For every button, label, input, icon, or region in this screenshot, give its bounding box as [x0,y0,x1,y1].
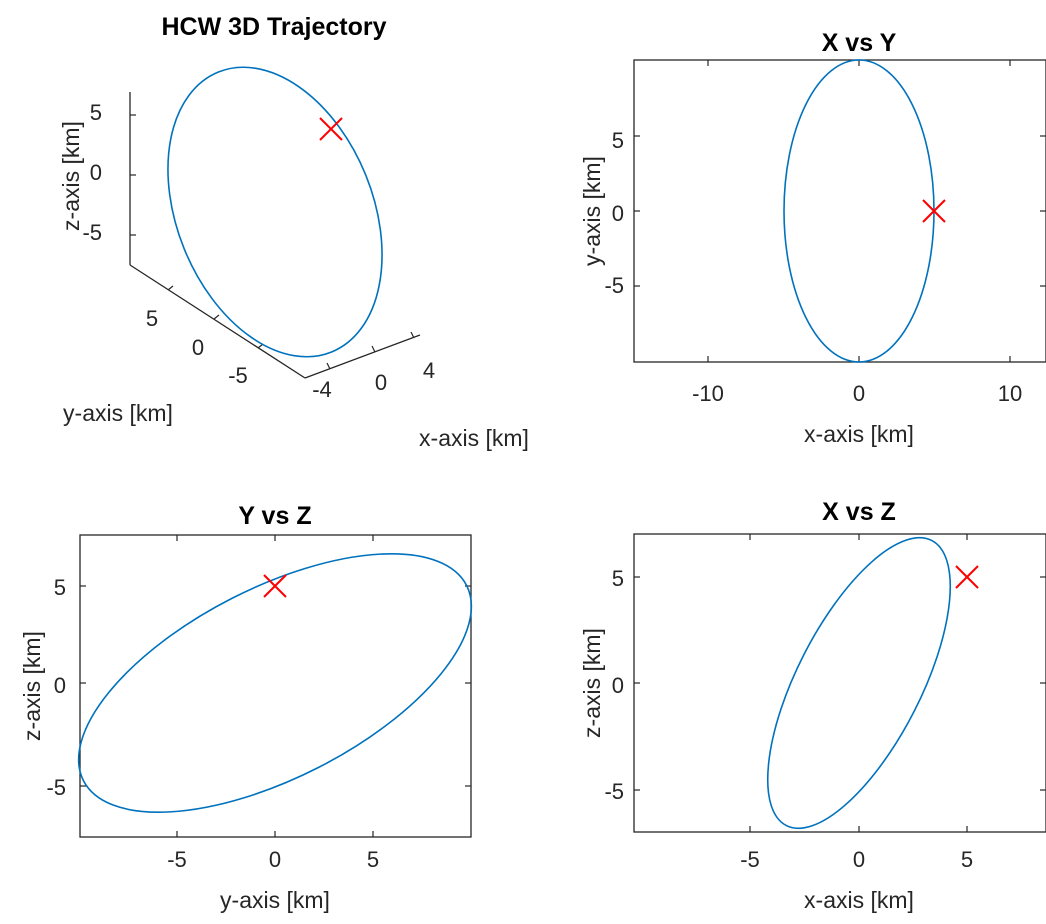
trajectory-curve [766,536,952,830]
ticks-yz [80,535,471,837]
y-tick-label: 5 [146,306,158,331]
y-axis-label: z-axis [km] [579,628,605,738]
y-tick-label: -5 [228,363,248,388]
chart-title: X vs Z [822,498,896,526]
x-tick-label: 0 [853,847,865,872]
panel-x-vs-y: X vs Y -10 0 10 5 0 -5 x-axis [km] y-axi… [579,29,1046,447]
x-tick-label: 10 [998,381,1022,406]
tick-mark [213,314,220,320]
panel-3d-trajectory: HCW 3D Trajectory 5 0 -5 5 0 -5 -4 0 4 z… [58,13,529,451]
panel-x-vs-z: X vs Z -5 0 5 5 0 -5 x-axis [km] z-axis … [579,498,1046,913]
z-tick-label: 5 [90,100,102,125]
axes-box [79,534,472,838]
start-marker [955,565,979,589]
x-axis-label: x-axis [km] [804,421,914,447]
panel-y-vs-z: Y vs Z -5 0 5 5 0 -5 y-axis [km] z-axis … [19,502,473,913]
start-marker [263,574,287,598]
x-tick-label: -10 [692,381,724,406]
y-tick-label: 5 [612,128,624,153]
trajectory-curve-3d [167,66,383,358]
x-tick-label: 0 [375,370,387,395]
axes-box [633,533,1046,833]
z-tick-label: 0 [90,160,102,185]
x-tick-label: -5 [740,847,760,872]
tick-mark [167,285,174,291]
y-tick-label: 5 [612,566,624,591]
tick-mark [371,345,376,353]
y-tick-label: -5 [604,779,624,804]
x-tick-label: 0 [853,381,865,406]
x-tick-label: 0 [269,847,281,872]
x-axis-line-3d [304,334,421,379]
x-axis-label: x-axis [km] [804,887,914,913]
z-tick-label: -5 [82,220,102,245]
axes-box [633,59,1046,363]
z-axis-label-3d: z-axis [km] [58,121,84,231]
trajectory-curve [77,553,473,813]
y-tick-label: -5 [46,775,66,800]
y-tick-label: -5 [604,273,624,298]
x-axis-label: y-axis [km] [220,887,330,913]
chart-title: X vs Y [822,29,897,57]
x-axis-label-3d: x-axis [km] [419,425,529,451]
ticks-3d [130,114,415,370]
x-tick-label: 5 [367,847,379,872]
y-tick-label: 0 [54,673,66,698]
y-tick-label: 0 [192,335,204,360]
chart-title: Y vs Z [238,502,311,530]
y-axis-label-3d: y-axis [km] [63,400,173,426]
x-tick-label: -5 [167,847,187,872]
start-marker [922,199,946,223]
x-tick-label: 4 [423,358,435,383]
ticks-xz [634,534,1046,832]
x-tick-label: 5 [961,847,973,872]
ticks-xy [634,60,1046,362]
tick-mark [326,362,331,370]
tick-mark [410,331,415,339]
chart-title-3d: HCW 3D Trajectory [161,13,386,41]
y-axis-label: z-axis [km] [19,631,45,741]
y-tick-label: 0 [612,673,624,698]
x-tick-label: -4 [312,377,332,402]
y-axis-label: y-axis [km] [579,156,605,266]
y-tick-label: 0 [612,201,624,226]
y-tick-label: 5 [54,575,66,600]
start-marker-3d [319,117,343,141]
y-axis-line-3d [129,264,306,379]
